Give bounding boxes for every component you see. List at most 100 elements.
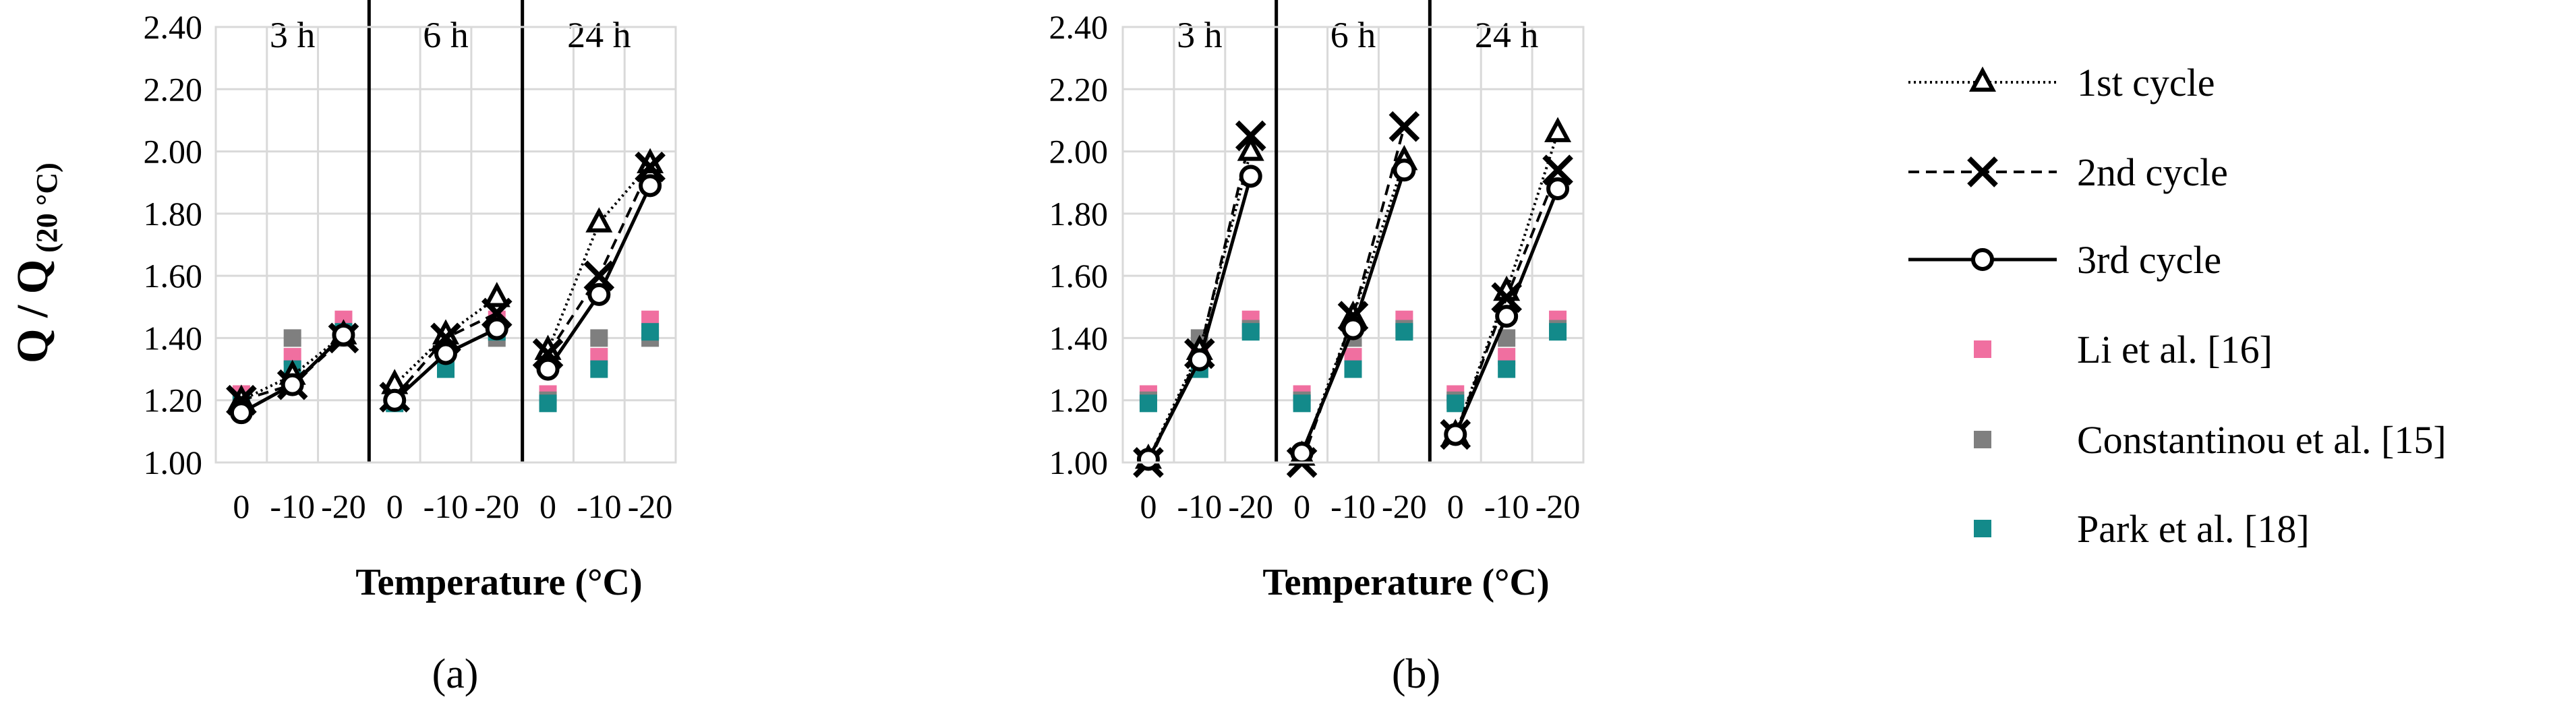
ref-point-0-2-4-1 <box>590 329 608 347</box>
x-tick-label-0-0-1: -10 <box>270 487 315 525</box>
y-tick-label-0-1: 1.20 <box>144 382 203 419</box>
series-point-0-1-2-1 <box>434 342 457 365</box>
ref-point-1-1-5-2 <box>1395 323 1413 341</box>
series-point-1-2-2-2 <box>1546 177 1570 200</box>
series-line-0-2-0 <box>546 162 651 351</box>
x-tick-label-0-0-0: 0 <box>233 487 250 525</box>
series-point-1-0-0-2 <box>1237 136 1264 161</box>
x-tick-label-0-2-1: -10 <box>577 487 622 525</box>
group-title-1-0: 3 h <box>1177 15 1223 55</box>
y-tick-label-0-3: 1.60 <box>144 257 203 295</box>
y-tick-label-1-1: 1.20 <box>1049 382 1109 419</box>
legend-label-5: Park et al. [18] <box>2077 507 2310 551</box>
ref-point-1-0-5-0 <box>1139 394 1157 413</box>
ref-point-1-1-5-0 <box>1293 394 1311 413</box>
x-tick-label-0-0-2: -20 <box>321 487 366 525</box>
series-point-0-2-2-0 <box>536 357 560 381</box>
ref-point-0-2-5-2 <box>641 323 660 341</box>
series-point-1-0-2-1 <box>1188 348 1211 371</box>
ref-point-1-2-5-1 <box>1498 360 1516 378</box>
y-tick-label-0-7: 2.40 <box>144 8 203 46</box>
series-point-1-1-2-2 <box>1393 158 1416 182</box>
group-title-1-1: 6 h <box>1330 15 1376 55</box>
y-tick-label-0-5: 2.00 <box>144 133 203 171</box>
series-point-1-2-1-2 <box>1542 154 1573 186</box>
ref-point-0-0-4-1 <box>283 329 301 347</box>
series-point-0-2-1-1 <box>583 260 615 291</box>
series-line-1-0-0 <box>1147 151 1252 460</box>
ref-point-0-2-5-1 <box>590 360 608 378</box>
x-tick-label-1-1-0: 0 <box>1293 487 1310 525</box>
legend-label-1: 2nd cycle <box>2077 150 2228 194</box>
group-title-1-2: 24 h <box>1475 15 1539 55</box>
series-point-1-1-2-0 <box>1290 442 1314 465</box>
series-point-0-2-2-1 <box>587 282 611 306</box>
legend-marker-3 <box>1974 340 1991 358</box>
legend-label-0: 1st cycle <box>2077 61 2215 104</box>
y-axis-title: Q / Q (20 °C) <box>8 162 63 363</box>
legend-marker-5 <box>1974 520 1991 537</box>
ref-point-1-2-5-2 <box>1549 323 1567 341</box>
caption-b: (b) <box>1392 651 1440 697</box>
legend-label-4: Constantinou et al. [15] <box>2077 418 2447 462</box>
panel-b: 1.001.201.401.601.802.002.202.40 3 h0 -10-… <box>1049 0 1585 525</box>
y-tick-label-1-2: 1.40 <box>1049 319 1109 357</box>
x-tick-label-1-2-0: 0 <box>1447 487 1464 525</box>
group-title-0-2: 24 h <box>567 15 631 55</box>
series-point-1-0-1-2 <box>1235 120 1266 152</box>
x-tick-label-1-0-2: -20 <box>1228 487 1273 525</box>
y-tick-label-0-4: 1.80 <box>144 195 203 233</box>
ref-point-1-0-5-2 <box>1241 323 1260 341</box>
series-line-0-2-1 <box>546 166 651 355</box>
series-point-0-2-0-1 <box>585 207 613 233</box>
group-title-0-1: 6 h <box>423 15 469 55</box>
caption-a: (a) <box>432 651 479 697</box>
panel-a: 1.001.201.401.601.802.002.202.40 3 h0 -10-… <box>144 0 677 525</box>
x-tick-label-1-2-2: -20 <box>1535 487 1581 525</box>
legend-marker-2 <box>1971 248 1994 271</box>
x-tick-label-1-1-2: -20 <box>1382 487 1427 525</box>
plot-border-1 <box>1121 26 1585 464</box>
series-line-1-0-2 <box>1146 175 1253 460</box>
legend-marker-4 <box>1974 431 1991 448</box>
y-tick-label-0-0: 1.00 <box>144 444 203 481</box>
x-tick-label-0-1-1: -10 <box>423 487 469 525</box>
series-point-1-2-2-0 <box>1444 423 1467 446</box>
series-point-0-0-2-2 <box>332 323 355 347</box>
ref-point-1-2-5-0 <box>1446 394 1465 413</box>
series-point-1-0-2-0 <box>1136 448 1160 471</box>
x-tick-label-1-1-1: -10 <box>1330 487 1376 525</box>
ref-point-0-2-5-0 <box>539 394 557 413</box>
series-point-0-1-2-0 <box>383 388 407 412</box>
x-tick-label-1-2-1: -10 <box>1484 487 1529 525</box>
x-axis-title-a: Temperature (°C) <box>355 562 642 603</box>
y-tick-label-1-3: 1.60 <box>1049 257 1109 295</box>
series-point-1-2-2-1 <box>1495 305 1519 328</box>
series-point-1-0-2-2 <box>1239 164 1262 188</box>
x-tick-label-0-1-0: 0 <box>386 487 403 525</box>
x-tick-label-0-2-0: 0 <box>539 487 556 525</box>
ref-point-1-1-5-1 <box>1344 360 1362 378</box>
x-tick-label-1-0-1: -10 <box>1177 487 1223 525</box>
series-point-0-0-2-1 <box>281 373 304 396</box>
legend-label-2: 3rd cycle <box>2077 238 2221 282</box>
series-line-1-0-1 <box>1147 136 1252 463</box>
y-tick-label-0-6: 2.20 <box>144 70 203 108</box>
series-point-1-1-2-1 <box>1341 317 1365 340</box>
series-point-0-2-1-2 <box>635 151 666 183</box>
series-point-1-2-0-2 <box>1544 117 1572 142</box>
y-tick-label-1-4: 1.80 <box>1049 195 1109 233</box>
group-title-0-0: 3 h <box>270 15 316 55</box>
series-point-1-2-1-1 <box>1491 282 1522 313</box>
y-axis-title-main: Q / Q <box>8 260 57 363</box>
x-axis-title-b: Temperature (°C) <box>1262 562 1549 603</box>
y-tick-label-1-5: 2.00 <box>1049 133 1109 171</box>
y-tick-label-1-6: 2.20 <box>1049 70 1109 108</box>
x-tick-label-0-2-2: -20 <box>628 487 673 525</box>
series-point-1-1-1-2 <box>1388 111 1420 142</box>
series-point-0-1-2-2 <box>485 317 508 340</box>
series-line-1-1-1 <box>1300 126 1406 463</box>
legend-marker-1 <box>1967 156 1998 187</box>
legend-marker-0 <box>1968 66 1997 92</box>
